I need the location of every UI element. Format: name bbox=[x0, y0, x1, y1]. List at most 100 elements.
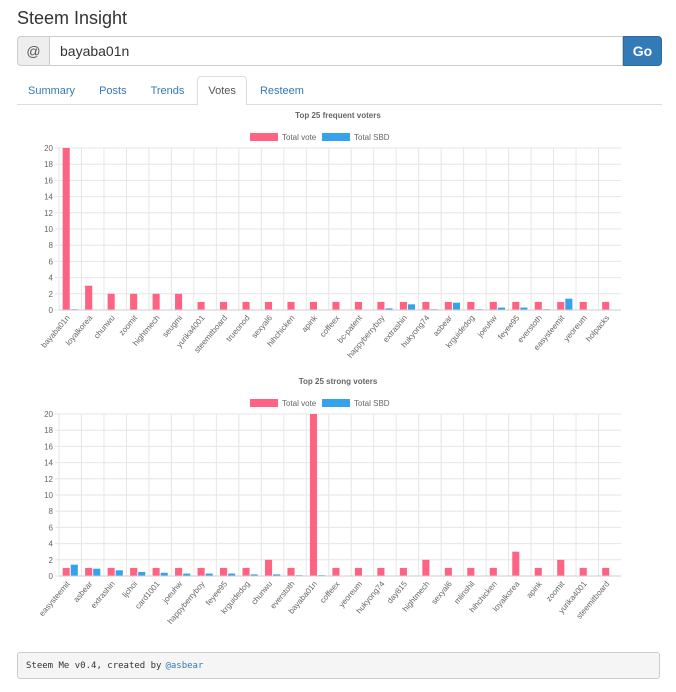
app-title: Steem Insight bbox=[17, 8, 128, 28]
y-tick-label: 8 bbox=[49, 241, 54, 250]
bar bbox=[160, 572, 168, 576]
bar bbox=[115, 570, 123, 576]
x-tick-label: holpacks bbox=[584, 314, 611, 344]
legend-label: Total vote bbox=[282, 133, 317, 142]
y-tick-label: 12 bbox=[44, 209, 53, 218]
bar bbox=[579, 301, 587, 310]
bar bbox=[377, 301, 385, 310]
bar bbox=[107, 567, 115, 576]
legend-swatch bbox=[322, 399, 350, 407]
tab-bar: Summary Posts Trends Votes Resteem bbox=[17, 76, 662, 105]
bar bbox=[399, 301, 407, 310]
username-input[interactable] bbox=[49, 36, 623, 66]
bar bbox=[287, 301, 295, 310]
y-tick-label: 0 bbox=[49, 572, 54, 581]
x-tick-label: sexyal6 bbox=[430, 579, 455, 606]
tab-resteem[interactable]: Resteem bbox=[259, 84, 304, 97]
bar bbox=[385, 308, 393, 310]
y-tick-label: 4 bbox=[49, 274, 54, 283]
y-tick-label: 16 bbox=[44, 442, 53, 451]
bar bbox=[152, 293, 160, 310]
bar bbox=[332, 567, 340, 576]
strong-voters-chart-svg: Top 25 strong voters Total vote Total SBD 0… bbox=[37, 377, 621, 624]
legend-swatch bbox=[322, 133, 350, 141]
bar bbox=[287, 567, 295, 576]
bar bbox=[309, 414, 318, 576]
y-tick-label: 14 bbox=[44, 193, 53, 202]
legend-swatch bbox=[250, 133, 278, 141]
x-tick-label: trueonod bbox=[224, 314, 251, 344]
bar bbox=[175, 567, 183, 576]
bar bbox=[309, 301, 318, 310]
tab-posts[interactable]: Posts bbox=[99, 84, 127, 97]
bar bbox=[489, 567, 497, 576]
bar bbox=[497, 307, 505, 310]
bar bbox=[85, 285, 93, 310]
y-tick-label: 18 bbox=[44, 160, 53, 169]
legend-label: Total vote bbox=[282, 399, 317, 408]
x-tick-label: ljchoi bbox=[121, 579, 140, 599]
bar bbox=[444, 301, 452, 310]
y-tick-label: 0 bbox=[49, 306, 54, 315]
bar bbox=[565, 298, 573, 310]
x-tick-label: zoomit bbox=[117, 313, 140, 337]
x-tick-label: extrashin bbox=[89, 580, 117, 611]
bar bbox=[130, 567, 138, 576]
bar bbox=[220, 567, 228, 576]
bar bbox=[107, 293, 115, 310]
footer-text: Steem Me v0.4, created by bbox=[26, 660, 162, 671]
bar bbox=[130, 293, 138, 310]
bar bbox=[264, 559, 273, 576]
y-tick-label: 20 bbox=[44, 144, 53, 153]
bar bbox=[557, 559, 565, 576]
x-tick-label: asbear bbox=[431, 313, 454, 338]
at-sign-addon: @ bbox=[17, 36, 49, 66]
bar bbox=[422, 559, 430, 576]
bar bbox=[332, 301, 340, 310]
frequent-voters-chart-svg: Top 25 frequent voters Total vote Total SB… bbox=[39, 111, 621, 358]
x-tick-label: apink bbox=[525, 579, 545, 600]
bar bbox=[228, 573, 236, 576]
bar bbox=[534, 301, 542, 310]
y-tick-label: 6 bbox=[49, 257, 54, 266]
legend-label: Total SBD bbox=[354, 133, 390, 142]
tab-votes[interactable]: Votes bbox=[197, 76, 247, 105]
legend-label: Total SBD bbox=[354, 399, 390, 408]
bar bbox=[579, 567, 587, 576]
y-tick-label: 10 bbox=[44, 491, 53, 500]
bar bbox=[489, 301, 497, 310]
x-tick-label: easysteemit bbox=[37, 579, 72, 618]
author-link[interactable]: @asbear bbox=[165, 660, 204, 671]
tab-summary[interactable]: Summary bbox=[28, 84, 76, 97]
bar bbox=[520, 307, 528, 310]
bar bbox=[85, 567, 93, 576]
bar bbox=[602, 301, 610, 310]
bar bbox=[534, 567, 542, 576]
bar bbox=[242, 301, 250, 310]
bar bbox=[354, 301, 362, 310]
bar bbox=[467, 567, 475, 576]
x-tick-label: chunwu bbox=[92, 314, 117, 341]
y-tick-label: 6 bbox=[49, 523, 54, 532]
bar bbox=[512, 551, 520, 576]
go-button[interactable]: Go bbox=[623, 36, 662, 66]
y-tick-label: 18 bbox=[44, 426, 53, 435]
bar bbox=[242, 567, 250, 576]
bar bbox=[205, 573, 213, 576]
x-tick-label: apink bbox=[300, 313, 320, 334]
bar bbox=[444, 567, 452, 576]
tab-trends[interactable]: Trends bbox=[150, 84, 185, 97]
bar bbox=[197, 567, 205, 576]
strong-voters-chart: Top 25 strong voters Total vote Total SBD 0… bbox=[0, 374, 676, 624]
y-tick-label: 2 bbox=[49, 556, 54, 565]
search-bar: @ Go bbox=[17, 36, 662, 66]
bar bbox=[467, 301, 475, 310]
y-tick-label: 8 bbox=[49, 507, 54, 516]
chart-title: Top 25 frequent voters bbox=[295, 111, 381, 120]
bar bbox=[93, 568, 101, 576]
x-tick-label: card1001 bbox=[133, 579, 162, 611]
bar bbox=[512, 301, 520, 310]
bar bbox=[602, 567, 610, 576]
y-tick-label: 12 bbox=[44, 475, 53, 484]
bar bbox=[220, 301, 228, 310]
